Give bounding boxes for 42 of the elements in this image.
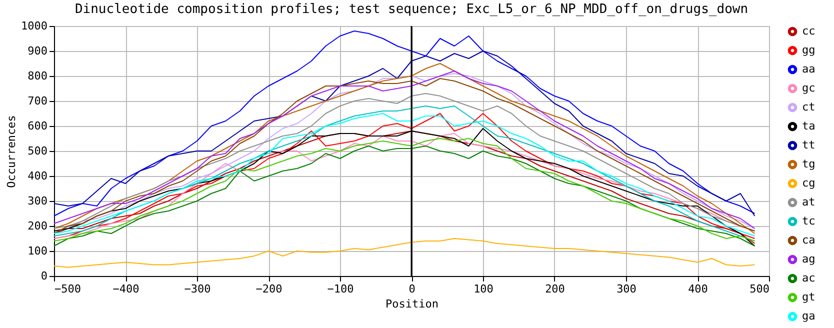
x-tick-label: −100	[327, 282, 354, 296]
legend-label: ca	[802, 234, 816, 246]
legend-label: gg	[802, 44, 816, 56]
y-tick-label: 400	[28, 170, 48, 182]
x-axis-title: Position	[386, 298, 438, 310]
legend-label: gt	[802, 290, 816, 304]
y-tick-label: 100	[28, 244, 48, 258]
legend-label: tc	[802, 214, 816, 228]
x-tick-label: 0	[408, 282, 416, 296]
y-tick-label: 700	[28, 94, 48, 108]
legend-label: cg	[802, 176, 816, 190]
x-tick-label: −200	[256, 282, 282, 296]
legend-label: tt	[802, 138, 816, 152]
legend-label: ag	[802, 252, 816, 266]
chart-title: Dinucleotide composition profiles; test sequence; Exc_L5_or_6_NP_MDD_off_on_drugs_down	[74, 2, 748, 17]
legend-label: gc	[802, 82, 816, 94]
x-tick-label: −500	[54, 282, 81, 296]
x-tick-label: 100	[474, 282, 494, 296]
legend-label: tg	[802, 158, 816, 170]
legend-label: aa	[802, 62, 816, 76]
y-tick-label: 500	[28, 144, 48, 158]
y-tick-label: 900	[28, 44, 48, 58]
legend-label: cc	[802, 24, 816, 38]
legend-label: ga	[802, 310, 816, 322]
legend-label: ac	[802, 272, 816, 284]
x-tick-label: 300	[616, 282, 636, 296]
x-tick-label: −400	[112, 282, 140, 296]
y-tick-label: 0	[40, 270, 48, 282]
y-axis-title: Occurrences	[5, 115, 18, 188]
x-tick-label: 500	[750, 282, 770, 296]
x-tick-label: −300	[184, 282, 211, 296]
x-tick-label: 400	[688, 282, 708, 296]
legend-label: ct	[802, 100, 816, 114]
y-tick-label: 600	[28, 120, 48, 132]
y-tick-label: 1000	[21, 20, 48, 32]
y-tick-label: 300	[28, 194, 48, 208]
y-tick-label: 200	[28, 220, 48, 232]
legend-label: at	[802, 196, 816, 208]
y-tick-label: 800	[28, 70, 48, 82]
x-tick-label: 200	[545, 282, 565, 296]
legend-label: ta	[802, 120, 816, 132]
line-series	[54, 238, 756, 268]
